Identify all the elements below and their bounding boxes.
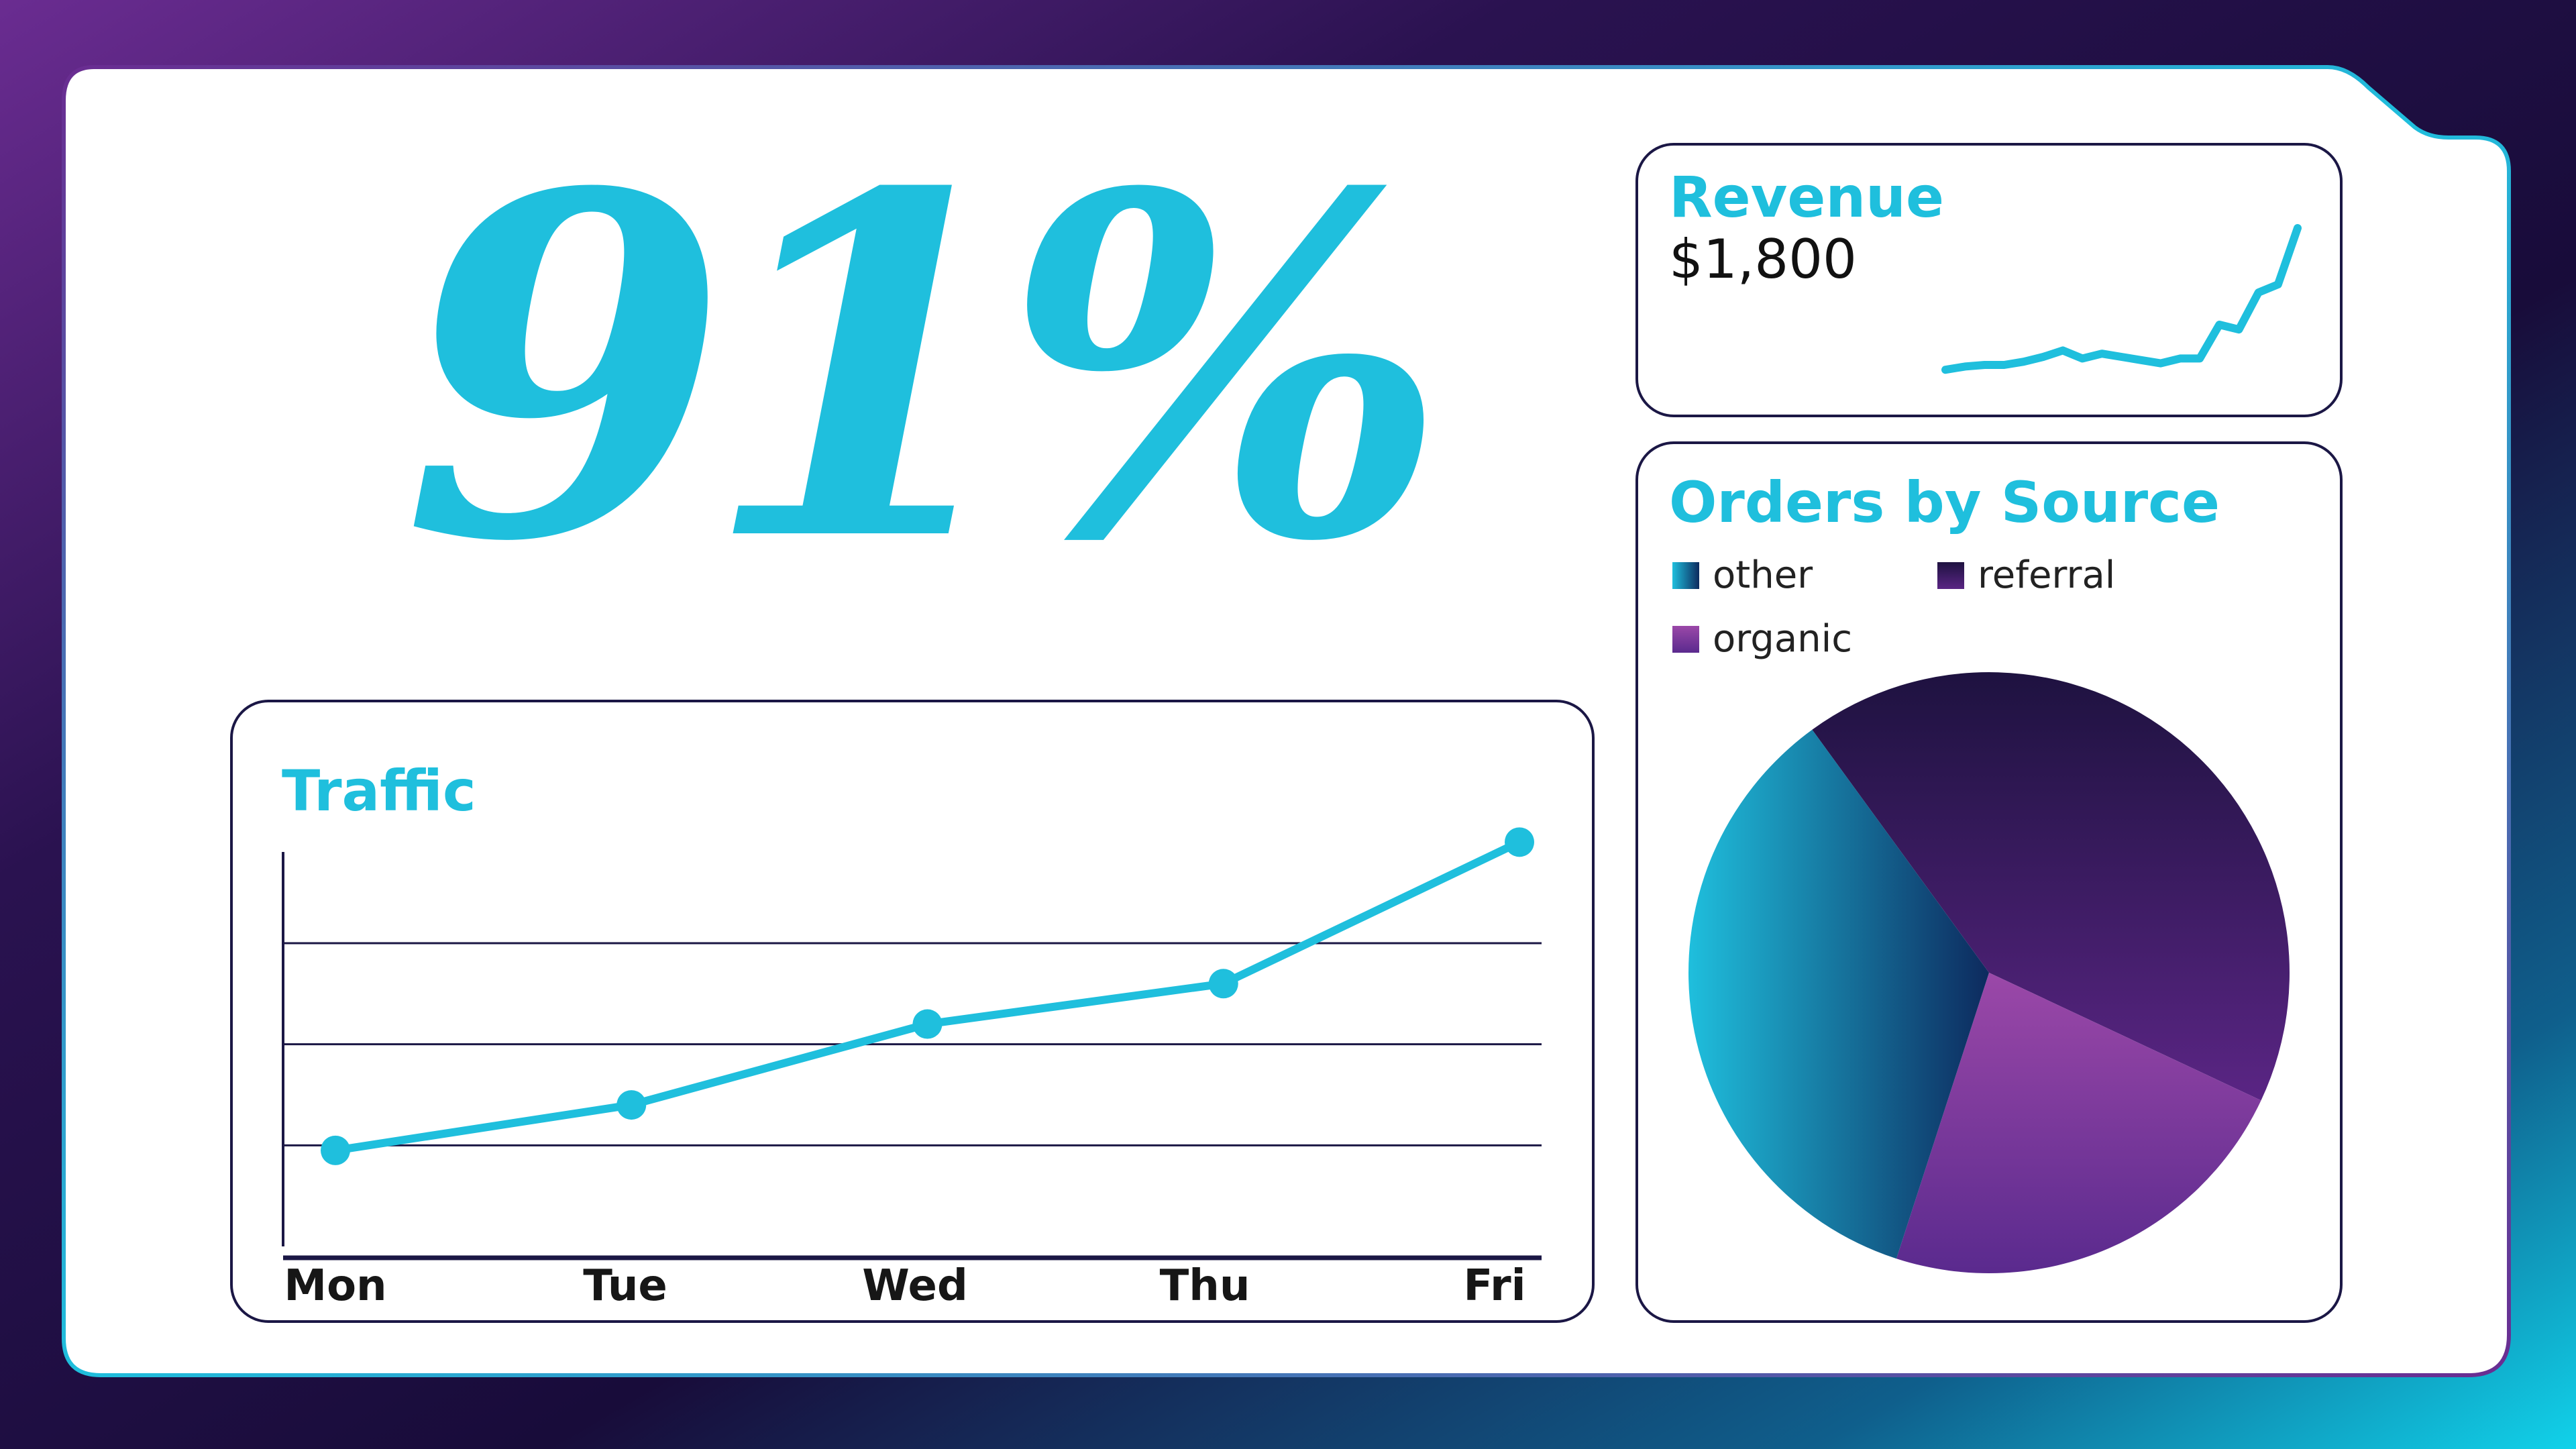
traffic-point-fri — [1505, 827, 1534, 857]
x-tick-fri: Fri — [1463, 1261, 1526, 1311]
pie-slice-organic — [1896, 973, 2261, 1273]
legend-item-organic: organic — [1672, 617, 1852, 661]
revenue-panel — [1635, 143, 2343, 417]
traffic-point-thu — [1208, 969, 1238, 999]
traffic-panel — [230, 700, 1595, 1323]
orders-title: Orders by Source — [1669, 470, 2220, 535]
traffic-points — [321, 827, 1534, 1165]
x-tick-tue: Tue — [583, 1261, 667, 1311]
legend-item-referral: referral — [1937, 553, 2115, 597]
orders-pie — [1688, 672, 2290, 1273]
x-tick-wed: Wed — [862, 1261, 968, 1311]
revenue-title: Revenue — [1669, 164, 1944, 230]
pie-slice-other — [1688, 729, 1989, 1259]
legend-label-referral: referral — [1978, 553, 2116, 597]
traffic-point-tue — [616, 1090, 647, 1120]
x-tick-thu: Thu — [1159, 1261, 1250, 1311]
traffic-gridlines — [283, 942, 1542, 1146]
revenue-sparkline — [1941, 224, 2302, 374]
legend-item-other: other — [1672, 553, 1813, 597]
orders-panel — [1635, 441, 2343, 1323]
revenue-value: $1,800 — [1669, 228, 1857, 290]
legend-label-other: other — [1713, 553, 1813, 597]
traffic-point-wed — [912, 1009, 943, 1039]
kpi-value: 91% — [402, 93, 1448, 645]
traffic-point-mon — [321, 1135, 350, 1165]
legend-swatch-referral — [1937, 561, 1964, 589]
legend-swatch-organic — [1672, 625, 1699, 653]
x-tick-mon: Mon — [284, 1261, 387, 1311]
legend-label-organic: organic — [1713, 617, 1853, 661]
legend-swatch-other — [1672, 561, 1699, 589]
pie-slice-referral — [1812, 672, 2290, 1101]
traffic-title: Traffic — [282, 758, 476, 824]
